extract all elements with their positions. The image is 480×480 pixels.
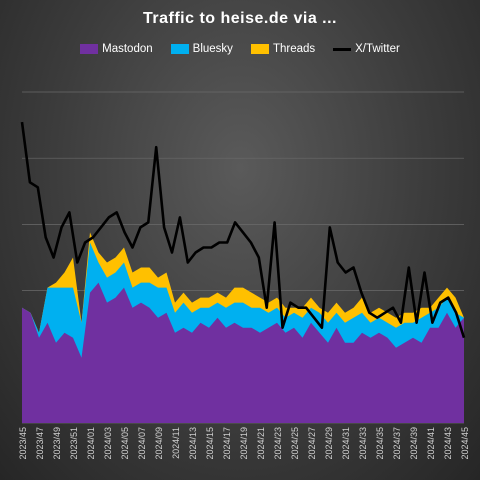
x-tick-label: 2024/15 bbox=[205, 427, 215, 460]
legend-item: X/Twitter bbox=[333, 43, 400, 55]
x-tick-label: 2024/43 bbox=[443, 427, 453, 460]
legend-label: Bluesky bbox=[192, 43, 233, 55]
x-tick-label: 2024/37 bbox=[392, 427, 402, 460]
area-mastodon bbox=[22, 282, 464, 423]
x-tick-label: 2023/51 bbox=[69, 427, 79, 460]
legend-swatch bbox=[333, 47, 352, 51]
line-x-twitter bbox=[20, 121, 466, 339]
legend-label: X/Twitter bbox=[355, 43, 400, 55]
x-tick-label: 2024/03 bbox=[103, 427, 113, 460]
x-tick-label: 2024/31 bbox=[341, 427, 351, 460]
x-tick-label: 2024/45 bbox=[460, 427, 470, 460]
legend-item: Mastodon bbox=[80, 43, 153, 55]
x-tick-label: 2024/29 bbox=[324, 427, 334, 460]
x-tick-label: 2024/39 bbox=[409, 427, 419, 460]
x-tick-label: 2024/05 bbox=[120, 427, 130, 460]
x-tick-label: 2024/25 bbox=[290, 427, 300, 460]
legend-item: Threads bbox=[250, 43, 316, 55]
x-tick-label: 2024/33 bbox=[358, 427, 368, 460]
x-tick-label: 2024/11 bbox=[171, 427, 181, 459]
x-tick-label: 2024/35 bbox=[375, 427, 385, 460]
legend-item: Bluesky bbox=[170, 43, 233, 55]
x-tick-label: 2024/27 bbox=[307, 427, 317, 460]
chart-title: Traffic to heise.de via ... bbox=[142, 10, 337, 27]
x-tick-label: 2024/13 bbox=[188, 427, 198, 460]
legend-swatch bbox=[80, 44, 99, 54]
legend-label: Threads bbox=[272, 43, 316, 55]
legend-swatch bbox=[250, 44, 269, 54]
x-tick-label: 2024/19 bbox=[239, 427, 249, 460]
legend: Mastodon Bluesky Threads X/Twitter bbox=[0, 43, 480, 55]
x-tick-label: 2024/23 bbox=[273, 427, 283, 460]
x-tick-label: 2023/47 bbox=[35, 427, 45, 460]
x-tick-label: 2023/45 bbox=[18, 427, 28, 460]
x-tick-label: 2024/01 bbox=[86, 427, 96, 460]
legend-swatch bbox=[170, 44, 189, 54]
x-tick-label: 2023/49 bbox=[52, 427, 62, 460]
x-tick-label: 2024/41 bbox=[426, 427, 436, 460]
x-tick-label: 2024/21 bbox=[256, 427, 266, 460]
legend-label: Mastodon bbox=[102, 43, 153, 55]
x-tick-label: 2024/09 bbox=[154, 427, 164, 460]
x-tick-label: 2024/17 bbox=[222, 427, 232, 460]
x-tick-label: 2024/07 bbox=[137, 427, 147, 460]
